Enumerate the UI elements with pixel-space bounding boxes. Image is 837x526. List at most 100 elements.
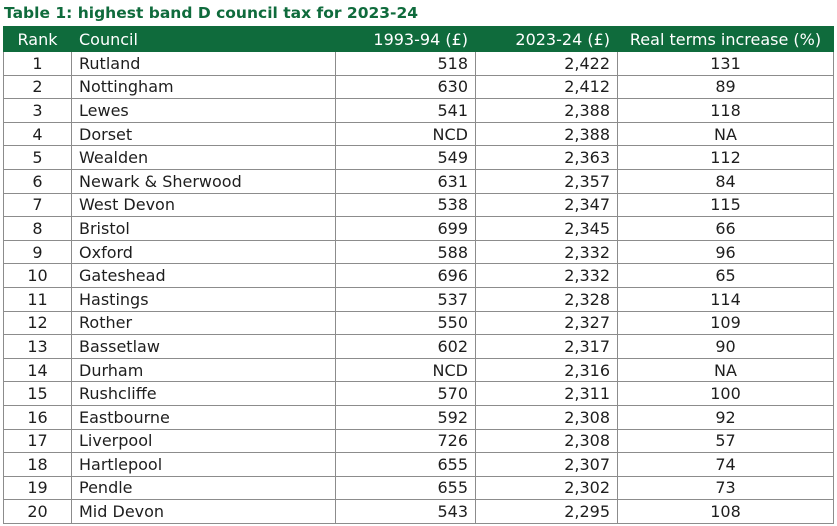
cell-1993-94: 541 (335, 98, 476, 123)
cell-2023-24: 2,332 (475, 263, 618, 288)
cell-council: Gateshead (71, 263, 336, 288)
cell-1993-94: 518 (335, 51, 476, 76)
cell-rank: 1 (3, 51, 72, 76)
table-title: Table 1: highest band D council tax for … (4, 4, 419, 22)
cell-council: West Devon (71, 192, 336, 218)
cell-council: Lewes (71, 98, 336, 123)
cell-real-terms-increase: 131 (617, 51, 834, 76)
cell-real-terms-increase: 66 (617, 216, 834, 241)
cell-2023-24: 2,295 (475, 499, 618, 524)
cell-real-terms-increase: 100 (617, 381, 834, 406)
table-row: 17 Liverpool 726 2,308 57 (3, 428, 834, 454)
cell-council: Bassetlaw (71, 334, 336, 359)
cell-2023-24: 2,316 (475, 357, 618, 383)
table-row: 13 Bassetlaw 602 2,317 90 (3, 334, 834, 359)
column-header-council: Council (71, 26, 336, 52)
table-row: 5 Wealden 549 2,363 112 (3, 145, 834, 170)
cell-council: Mid Devon (71, 499, 336, 524)
cell-rank: 13 (3, 334, 72, 359)
cell-council: Eastbourne (71, 404, 336, 430)
cell-rank: 20 (3, 499, 72, 524)
cell-1993-94: 631 (335, 168, 476, 194)
table-row: 20 Mid Devon 543 2,295 108 (3, 499, 834, 524)
cell-real-terms-increase: NA (617, 357, 834, 383)
cell-2023-24: 2,347 (475, 192, 618, 218)
table-row: 16 Eastbourne 592 2,308 92 (3, 404, 834, 430)
cell-1993-94: 699 (335, 216, 476, 241)
table-body: 1 Rutland 518 2,422 131 2 Nottingham 630 2,412 89… (3, 51, 834, 524)
cell-council: Wealden (71, 145, 336, 170)
cell-1993-94: 602 (335, 334, 476, 359)
table-row: 1 Rutland 518 2,422 131 (3, 51, 834, 76)
cell-rank: 18 (3, 452, 72, 477)
cell-1993-94: 537 (335, 286, 476, 312)
cell-real-terms-increase: 57 (617, 428, 834, 454)
cell-1993-94: NCD (335, 357, 476, 383)
table-row: 11 Hastings 537 2,328 114 (3, 286, 834, 312)
cell-1993-94: 592 (335, 404, 476, 430)
cell-real-terms-increase: NA (617, 121, 834, 147)
cell-rank: 4 (3, 121, 72, 147)
cell-1993-94: 696 (335, 263, 476, 288)
table-row: 4 Dorset NCD 2,388 NA (3, 121, 834, 147)
cell-real-terms-increase: 114 (617, 286, 834, 312)
cell-1993-94: 630 (335, 74, 476, 100)
cell-rank: 17 (3, 428, 72, 454)
cell-rank: 10 (3, 263, 72, 288)
table-header: Rank Council 1993-94 (£) 2023-24 (£) Rea… (3, 26, 834, 52)
cell-2023-24: 2,388 (475, 121, 618, 147)
cell-1993-94: 588 (335, 239, 476, 265)
cell-2023-24: 2,328 (475, 286, 618, 312)
table-row: 7 West Devon 538 2,347 115 (3, 192, 834, 218)
cell-1993-94: 538 (335, 192, 476, 218)
table-row: 19 Pendle 655 2,302 73 (3, 475, 834, 501)
table-row: 2 Nottingham 630 2,412 89 (3, 74, 834, 100)
cell-rank: 3 (3, 98, 72, 123)
cell-rank: 15 (3, 381, 72, 406)
cell-real-terms-increase: 84 (617, 168, 834, 194)
cell-council: Durham (71, 357, 336, 383)
table-row: 12 Rother 550 2,327 109 (3, 310, 834, 336)
cell-1993-94: 655 (335, 452, 476, 477)
cell-council: Pendle (71, 475, 336, 501)
cell-2023-24: 2,363 (475, 145, 618, 170)
cell-real-terms-increase: 74 (617, 452, 834, 477)
cell-2023-24: 2,388 (475, 98, 618, 123)
header-row: Rank Council 1993-94 (£) 2023-24 (£) Rea… (3, 26, 834, 52)
cell-2023-24: 2,327 (475, 310, 618, 336)
cell-real-terms-increase: 109 (617, 310, 834, 336)
cell-council: Oxford (71, 239, 336, 265)
table-row: 9 Oxford 588 2,332 96 (3, 239, 834, 265)
cell-rank: 5 (3, 145, 72, 170)
cell-rank: 12 (3, 310, 72, 336)
cell-2023-24: 2,422 (475, 51, 618, 76)
cell-council: Rutland (71, 51, 336, 76)
cell-council: Rother (71, 310, 336, 336)
column-header-rank: Rank (3, 26, 72, 52)
cell-real-terms-increase: 89 (617, 74, 834, 100)
cell-2023-24: 2,302 (475, 475, 618, 501)
cell-2023-24: 2,357 (475, 168, 618, 194)
cell-2023-24: 2,345 (475, 216, 618, 241)
column-header-1993-94: 1993-94 (£) (335, 26, 476, 52)
cell-rank: 19 (3, 475, 72, 501)
cell-real-terms-increase: 115 (617, 192, 834, 218)
table-row: 10 Gateshead 696 2,332 65 (3, 263, 834, 288)
cell-real-terms-increase: 96 (617, 239, 834, 265)
cell-real-terms-increase: 90 (617, 334, 834, 359)
cell-council: Dorset (71, 121, 336, 147)
cell-1993-94: 549 (335, 145, 476, 170)
cell-council: Newark & Sherwood (71, 168, 336, 194)
cell-2023-24: 2,308 (475, 428, 618, 454)
cell-rank: 6 (3, 168, 72, 194)
cell-2023-24: 2,412 (475, 74, 618, 100)
cell-rank: 7 (3, 192, 72, 218)
cell-real-terms-increase: 108 (617, 499, 834, 524)
cell-real-terms-increase: 73 (617, 475, 834, 501)
cell-2023-24: 2,332 (475, 239, 618, 265)
table-row: 15 Rushcliffe 570 2,311 100 (3, 381, 834, 406)
cell-rank: 11 (3, 286, 72, 312)
table-row: 3 Lewes 541 2,388 118 (3, 98, 834, 123)
cell-council: Hastings (71, 286, 336, 312)
column-header-2023-24: 2023-24 (£) (475, 26, 618, 52)
